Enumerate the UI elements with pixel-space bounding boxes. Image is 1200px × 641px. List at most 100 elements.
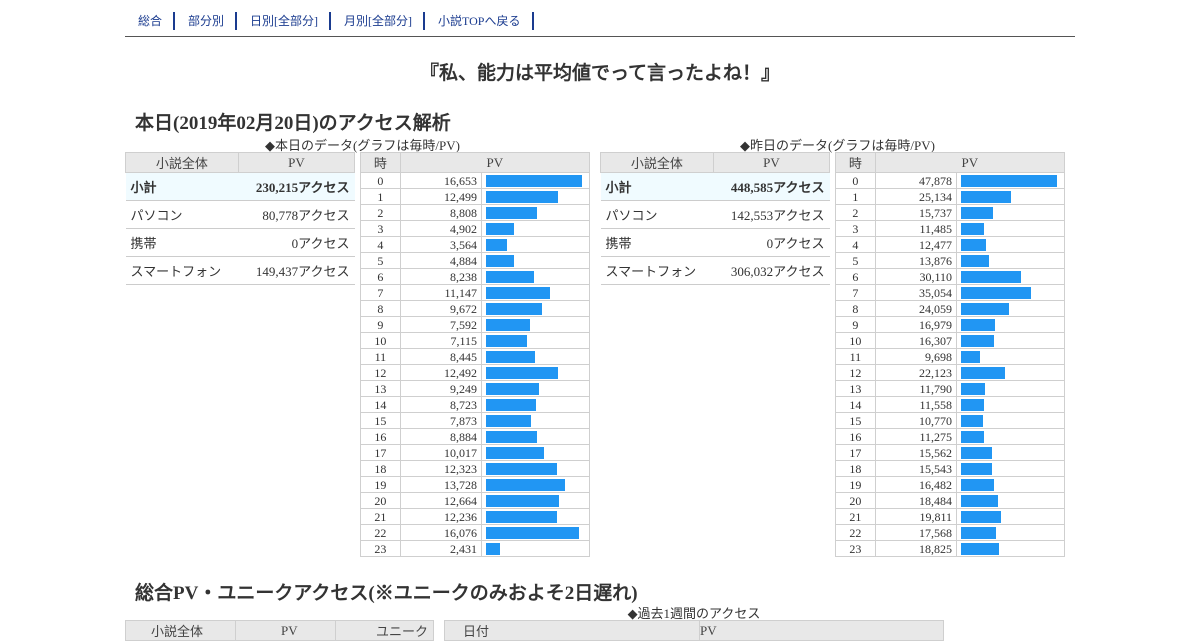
hour-label: 2 (835, 204, 876, 221)
hour-row: 18 12,323 (360, 460, 590, 477)
hour-row: 4 3,564 (360, 236, 590, 253)
hour-label: 10 (360, 332, 401, 349)
hour-row: 11 9,698 (835, 348, 1065, 365)
hour-pv-value: 9,672 (399, 300, 483, 317)
hour-pv-value: 11,147 (399, 284, 483, 301)
hour-pv-bar (486, 398, 537, 411)
top-nav: 総合 部分別 日別[全部分] 月別[全部分] 小説TOPへ戻る (125, 11, 1075, 37)
hour-pv-bar (486, 302, 542, 315)
summary-value: 142,553アクセス (713, 200, 830, 229)
hour-bar-cell (956, 396, 1065, 413)
hour-row: 21 12,236 (360, 508, 590, 525)
total-header-pv: PV (235, 620, 336, 641)
hour-pv-bar (961, 542, 999, 555)
hour-label: 22 (360, 524, 401, 541)
hour-pv-value: 16,307 (874, 332, 958, 349)
hour-pv-bar (486, 190, 559, 203)
hour-pv-bar (486, 510, 557, 523)
hour-label: 18 (835, 460, 876, 477)
hour-bar-cell (956, 476, 1065, 493)
hour-bar-cell (956, 508, 1065, 525)
hour-row: 15 10,770 (835, 412, 1065, 429)
summary-row: 小計 230,215アクセス (125, 172, 355, 201)
hour-bar-cell (956, 412, 1065, 429)
hour-pv-value: 7,873 (399, 412, 483, 429)
hour-bar-cell (956, 332, 1065, 349)
hour-pv-value: 11,275 (874, 428, 958, 445)
hour-label: 14 (360, 396, 401, 413)
hour-pv-value: 12,499 (399, 188, 483, 205)
hour-label: 19 (835, 476, 876, 493)
nav-link-4[interactable]: 小説TOPへ戻る (425, 12, 534, 30)
hour-row: 19 13,728 (360, 476, 590, 493)
summary-row: 携帯 0アクセス (125, 228, 355, 257)
hour-label: 6 (360, 268, 401, 285)
yesterday-summary-table: 小説全体 PV 小計 448,585アクセス パソコン 142,553アクセス 携帯 0ア… (600, 152, 831, 285)
nav-link-0[interactable]: 総合 (125, 12, 176, 30)
hour-pv-value: 8,445 (399, 348, 483, 365)
hour-pv-bar (961, 206, 993, 219)
nav-link-2[interactable]: 日別[全部分] (237, 12, 332, 30)
hour-pv-value: 11,485 (874, 220, 958, 237)
hour-pv-value: 10,017 (399, 444, 483, 461)
hour-pv-value: 12,664 (399, 492, 483, 509)
hour-bar-cell (481, 220, 590, 237)
hour-pv-bar (961, 398, 985, 411)
hour-label: 23 (360, 540, 401, 557)
hourly-header-pv: PV (399, 152, 591, 173)
hour-label: 4 (835, 236, 876, 253)
hour-pv-value: 11,790 (874, 380, 958, 397)
hour-bar-cell (956, 268, 1065, 285)
hour-label: 14 (835, 396, 876, 413)
week-header-pv: PV (699, 620, 944, 641)
yesterday-caption: ◆昨日のデータ(グラフは毎時/PV) (740, 138, 935, 153)
hour-label: 13 (360, 380, 401, 397)
hour-pv-bar (961, 222, 985, 235)
hour-label: 3 (835, 220, 876, 237)
hour-pv-bar (486, 334, 528, 347)
hour-label: 12 (835, 364, 876, 381)
hour-pv-value: 15,543 (874, 460, 958, 477)
hour-row: 20 12,664 (360, 492, 590, 509)
hour-pv-value: 16,076 (399, 524, 483, 541)
summary-value: 0アクセス (713, 228, 830, 257)
hour-label: 6 (835, 268, 876, 285)
hour-row: 10 7,115 (360, 332, 590, 349)
hour-pv-bar (486, 446, 544, 459)
summary-label: 小計 (600, 172, 714, 201)
nav-link-1[interactable]: 部分別 (175, 12, 238, 30)
hour-pv-bar (961, 462, 993, 475)
hour-pv-value: 15,562 (874, 444, 958, 461)
summary-row: スマートフォン 149,437アクセス (125, 256, 355, 285)
hour-pv-value: 24,059 (874, 300, 958, 317)
hour-label: 9 (360, 316, 401, 333)
hour-bar-cell (956, 284, 1065, 301)
hour-row: 14 11,558 (835, 396, 1065, 413)
summary-value: 230,215アクセス (238, 172, 355, 201)
hour-row: 11 8,445 (360, 348, 590, 365)
hour-pv-bar (961, 286, 1032, 299)
hour-bar-cell (956, 188, 1065, 205)
hour-bar-cell (956, 348, 1065, 365)
hour-label: 8 (835, 300, 876, 317)
hour-row: 9 16,979 (835, 316, 1065, 333)
hour-pv-bar (486, 366, 559, 379)
hour-pv-bar (961, 510, 1001, 523)
hour-label: 3 (360, 220, 401, 237)
hour-row: 19 16,482 (835, 476, 1065, 493)
summary-label: 小計 (125, 172, 239, 201)
hour-bar-cell (481, 316, 590, 333)
summary-header-pv: PV (237, 152, 356, 173)
hour-label: 7 (360, 284, 401, 301)
hour-pv-bar (486, 206, 537, 219)
hour-label: 16 (835, 428, 876, 445)
hour-pv-value: 47,878 (874, 172, 958, 189)
hour-label: 17 (835, 444, 876, 461)
hour-row: 15 7,873 (360, 412, 590, 429)
hour-bar-cell (481, 172, 590, 189)
hour-pv-bar (961, 430, 984, 443)
hour-row: 8 24,059 (835, 300, 1065, 317)
hour-row: 23 18,825 (835, 540, 1065, 557)
hour-pv-bar (961, 446, 993, 459)
nav-link-3[interactable]: 月別[全部分] (331, 12, 426, 30)
